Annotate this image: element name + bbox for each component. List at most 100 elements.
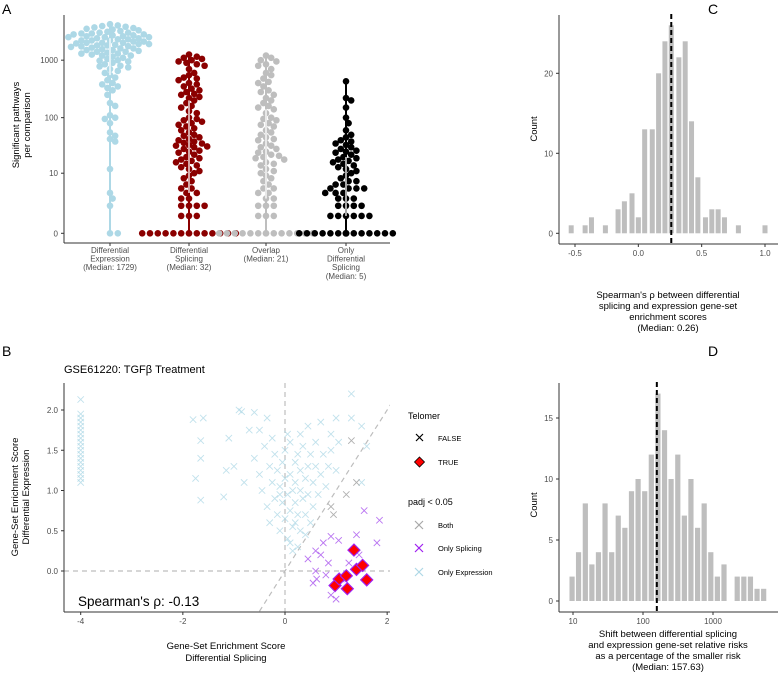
data-point <box>353 147 360 155</box>
data-point <box>67 43 75 51</box>
cross-point <box>268 434 276 442</box>
cross-point <box>289 486 297 495</box>
cross-point <box>296 466 304 474</box>
data-point <box>265 181 272 188</box>
cross-point <box>322 482 330 490</box>
data-point <box>78 43 85 50</box>
data-point <box>114 50 122 57</box>
data-point <box>334 163 342 171</box>
histogram-bar <box>662 41 668 234</box>
cross-point <box>77 396 85 404</box>
data-point <box>119 39 127 47</box>
histogram-bar <box>622 527 628 601</box>
data-point <box>270 212 278 220</box>
panel-c-x-title-3: enrichment scores <box>629 312 707 323</box>
cross-point <box>230 462 238 470</box>
cross-point <box>278 458 286 466</box>
cross-point <box>347 414 355 422</box>
cross-point <box>199 414 207 422</box>
cross-point <box>358 478 366 486</box>
data-point <box>185 71 193 79</box>
data-point <box>193 189 201 197</box>
histogram-bar <box>635 217 641 234</box>
cross-point <box>291 458 299 466</box>
y-tick-label: 10 <box>544 149 553 158</box>
data-point <box>270 167 278 175</box>
data-point <box>201 230 208 237</box>
data-point <box>327 212 334 220</box>
data-point <box>350 195 358 202</box>
data-point <box>145 33 153 41</box>
panel-b-x-title-2: Differential Splicing <box>185 653 266 664</box>
y-tick-label: 0 <box>549 597 554 606</box>
data-point <box>177 91 185 99</box>
data-point <box>101 115 109 123</box>
data-point <box>188 157 195 165</box>
telomer-point <box>347 543 361 557</box>
cross-point <box>276 482 284 490</box>
histogram-bar <box>649 129 655 234</box>
histogram-bar <box>735 225 741 234</box>
data-point <box>345 185 352 192</box>
data-point <box>93 34 101 42</box>
panel-b-ticks: -4 -2 0 2 0.0 0.5 1.0 1.5 2.0 <box>47 406 390 626</box>
data-point <box>196 93 203 101</box>
panel-c-x-title-4: (Median: 0.26) <box>637 323 698 334</box>
data-point <box>193 60 201 68</box>
histogram-bar <box>615 515 621 601</box>
cross-point <box>335 438 343 446</box>
data-point <box>342 148 350 155</box>
category-label: Differential <box>170 246 208 255</box>
data-point <box>190 138 198 145</box>
data-point <box>262 52 270 59</box>
cross-point <box>276 527 284 535</box>
legend-telomer-true: TRUE <box>413 456 458 468</box>
cross-point <box>299 495 307 503</box>
panel-a-y-title-1: Significant pathways <box>11 81 22 168</box>
data-point <box>117 62 124 70</box>
data-point <box>334 202 342 210</box>
panel-d-ticks: 10 100 1000 0 5 10 15 <box>544 414 722 626</box>
data-point <box>106 111 114 119</box>
histogram-bar <box>708 552 714 601</box>
data-point <box>342 134 350 141</box>
data-point <box>109 53 116 60</box>
cross-point <box>312 438 320 446</box>
cross-point <box>296 527 304 535</box>
data-point <box>254 79 262 87</box>
data-point <box>83 46 90 54</box>
histogram-bar <box>635 479 641 601</box>
cross-point <box>352 531 361 539</box>
category-label: (Median: 1729) <box>83 263 137 272</box>
data-point <box>104 28 111 36</box>
data-point <box>193 81 201 88</box>
x-tick-label: -2 <box>179 617 187 626</box>
cross-point <box>363 442 371 450</box>
data-point <box>340 181 347 188</box>
data-point <box>111 102 119 110</box>
panel-a-y-ticks: 0 10 100 1000 <box>40 56 64 238</box>
histogram-bar <box>661 430 668 601</box>
histogram-bar <box>761 588 767 601</box>
cross-point <box>189 416 197 424</box>
panel-c-y-title: Count <box>529 116 540 142</box>
cross-point <box>289 523 297 531</box>
y-tick-label: 1.0 <box>47 487 59 496</box>
telomer-point <box>359 573 374 587</box>
data-point <box>201 62 208 70</box>
panel-d-x-title-4: (Median: 157.63) <box>632 662 704 673</box>
cross-point <box>271 450 279 458</box>
data-point <box>188 185 195 192</box>
cross-point <box>373 539 381 547</box>
data-point <box>106 202 114 210</box>
data-point <box>275 152 283 160</box>
data-point <box>270 202 278 210</box>
data-point <box>358 202 365 210</box>
legend-telomer-false: FALSE <box>415 433 461 443</box>
cross-point <box>294 511 302 519</box>
data-point <box>254 189 262 197</box>
data-point <box>193 53 201 60</box>
y-tick-label: 20 <box>544 69 553 78</box>
cross-point <box>276 491 284 499</box>
data-point <box>358 212 365 220</box>
